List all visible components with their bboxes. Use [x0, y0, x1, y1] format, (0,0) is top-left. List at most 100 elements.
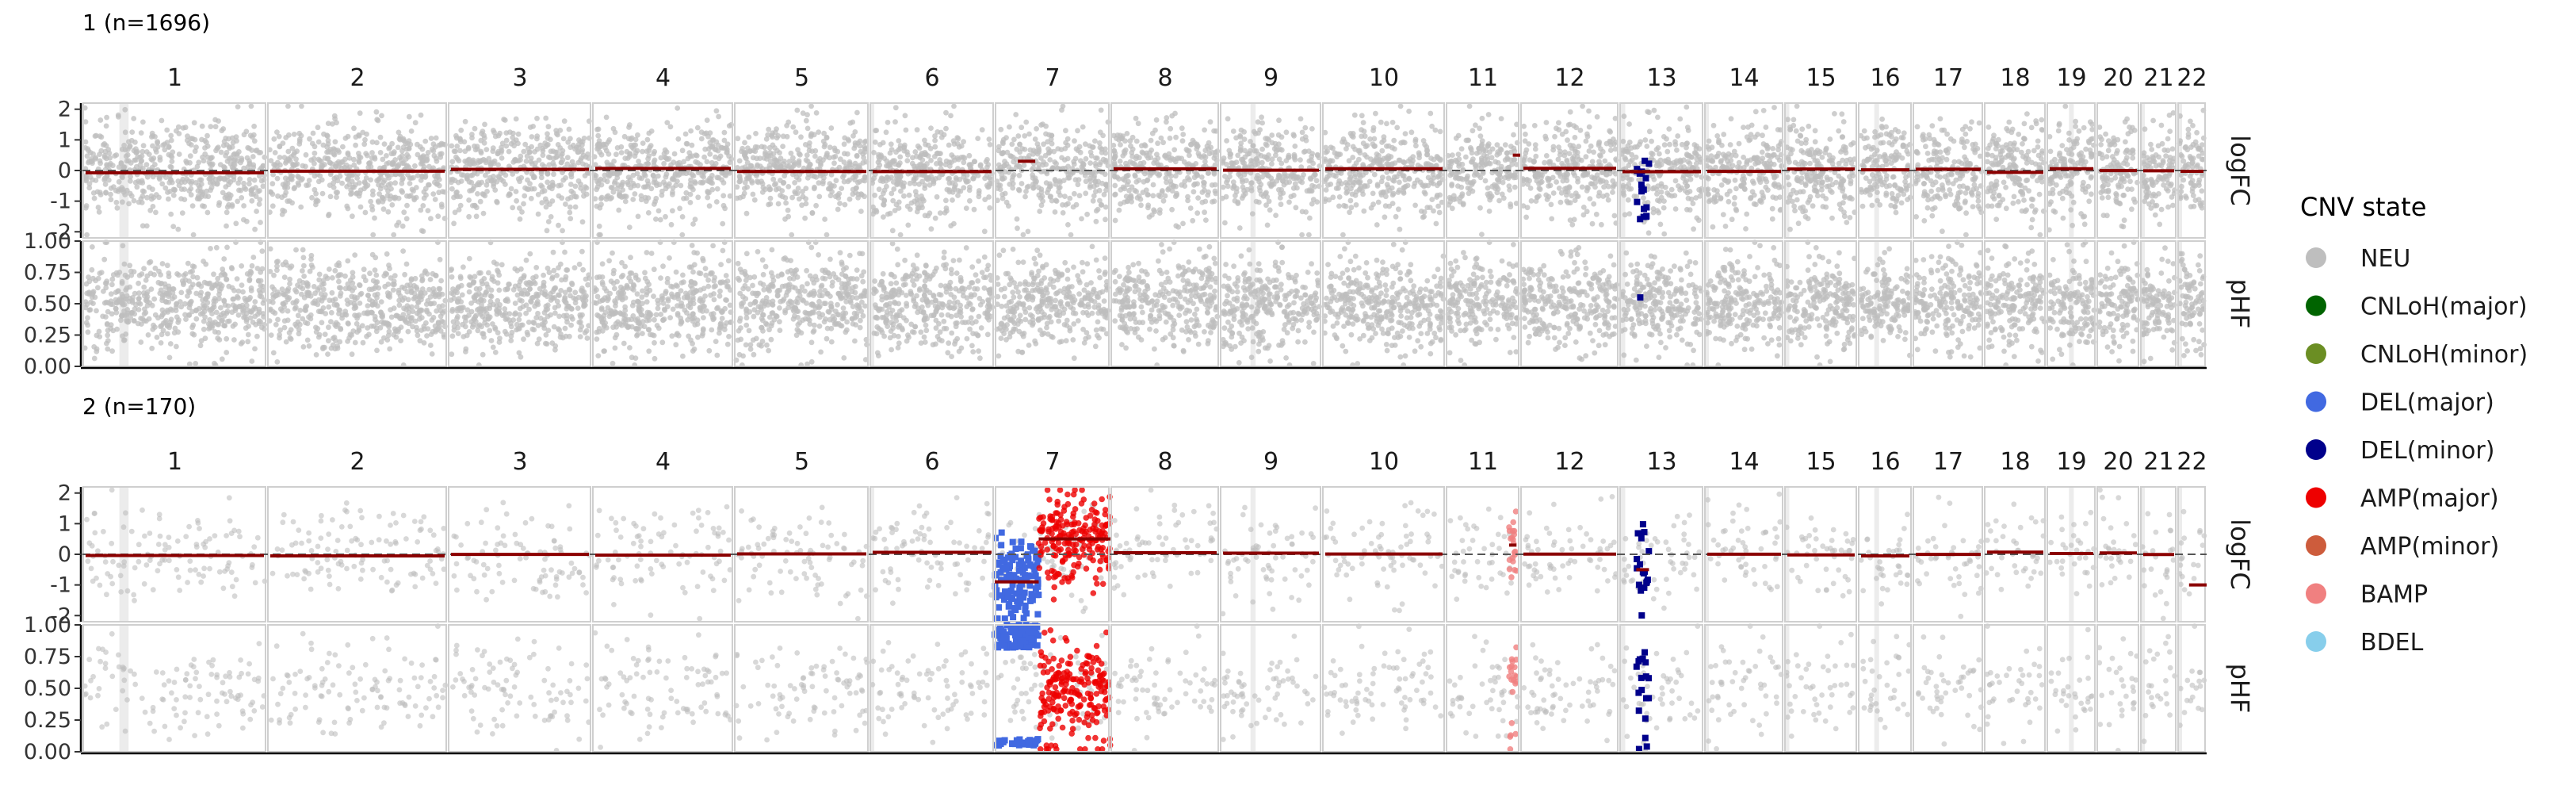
- data-point: [325, 137, 331, 144]
- data-point: [1838, 179, 1844, 185]
- data-point: [579, 219, 586, 225]
- data-point: [1093, 208, 1099, 214]
- data-point: [1259, 174, 1265, 180]
- data-point: [694, 160, 701, 166]
- data-point: [1716, 139, 1722, 145]
- data-point: [425, 208, 431, 213]
- data-point: [157, 157, 163, 163]
- data-point: [497, 130, 503, 136]
- data-point: [1656, 209, 1662, 216]
- data-point: [1210, 199, 1215, 205]
- data-point: [567, 204, 573, 210]
- data-point: [724, 149, 730, 155]
- data-point: [1718, 182, 1725, 188]
- data-point: [1384, 121, 1389, 127]
- data-point: [689, 184, 695, 190]
- data-point: [1397, 187, 1402, 193]
- data-point: [889, 174, 894, 181]
- data-point: [202, 151, 208, 157]
- data-point: [1622, 155, 1628, 161]
- data-point: [411, 197, 418, 203]
- data-point: [1240, 193, 1247, 199]
- data-point: [789, 232, 795, 238]
- data-point: [1628, 177, 1634, 182]
- data-point: [1607, 139, 1614, 145]
- data-point: [1020, 232, 1026, 238]
- data-point: [1023, 189, 1029, 194]
- data-point: [238, 187, 244, 193]
- data-point: [686, 150, 693, 156]
- data-point: [1807, 160, 1813, 167]
- data-point: [651, 179, 657, 186]
- data-point: [362, 209, 369, 216]
- data-point: [419, 228, 425, 234]
- data-point: [212, 117, 218, 123]
- data-point: [595, 126, 602, 132]
- data-point: [1140, 190, 1146, 196]
- data-point: [225, 178, 231, 184]
- data-point: [923, 141, 929, 147]
- data-point: [1091, 193, 1097, 199]
- data-point: [803, 117, 809, 124]
- data-point: [1655, 145, 1661, 151]
- data-point: [1353, 202, 1359, 208]
- data-point: [1173, 134, 1179, 140]
- data-point: [1097, 129, 1103, 136]
- panel-title: 1 (n=1696): [82, 10, 210, 36]
- data-point: [905, 222, 912, 228]
- data-point: [1382, 214, 1388, 220]
- data-point: [1706, 191, 1711, 197]
- data-point: [802, 215, 808, 221]
- data-point: [1064, 155, 1071, 162]
- data-point: [534, 115, 540, 121]
- data-point: [1634, 144, 1640, 150]
- data-point: [451, 220, 457, 227]
- data-point: [546, 185, 552, 190]
- data-point: [404, 151, 410, 158]
- data-point: [1803, 136, 1810, 143]
- data-point: [283, 160, 289, 166]
- data-point: [384, 173, 391, 178]
- data-point: [1083, 155, 1089, 162]
- data-point: [1743, 226, 1749, 232]
- data-point: [193, 180, 199, 186]
- data-point: [705, 133, 711, 140]
- data-point: [701, 174, 706, 180]
- data-point: [1797, 132, 1803, 139]
- data-point: [311, 144, 318, 150]
- data-point: [324, 132, 330, 139]
- data-point: [955, 193, 961, 198]
- data-point: [219, 128, 225, 134]
- data-point: [873, 209, 880, 215]
- data-point: [938, 161, 944, 167]
- data-point: [1710, 122, 1717, 128]
- data-point: [1622, 212, 1628, 218]
- data-point: [1575, 175, 1580, 182]
- data-point: [1306, 232, 1312, 238]
- data-point: [1112, 217, 1118, 224]
- data-point: [917, 162, 923, 167]
- data-point: [1190, 217, 1196, 224]
- data-point: [1511, 145, 1517, 151]
- data-point: [1298, 116, 1304, 122]
- data-point: [841, 172, 847, 178]
- data-point: [153, 192, 159, 197]
- data-point: [150, 204, 156, 209]
- data-point: [1174, 155, 1180, 162]
- data-point: [1002, 159, 1007, 164]
- data-point: [567, 209, 573, 216]
- data-point: [805, 112, 810, 118]
- data-point: [1481, 162, 1487, 168]
- data-point: [545, 219, 552, 224]
- data-point: [1786, 182, 1792, 188]
- data-point: [1352, 192, 1359, 198]
- data-point: [483, 182, 490, 188]
- data-point: [644, 136, 651, 143]
- data-point: [999, 175, 1005, 182]
- data-point: [535, 211, 541, 217]
- data-point: [1806, 197, 1813, 203]
- data-point: [429, 146, 435, 152]
- data-point: [1402, 131, 1408, 137]
- data-point: [281, 209, 288, 214]
- data-point: [1667, 141, 1672, 147]
